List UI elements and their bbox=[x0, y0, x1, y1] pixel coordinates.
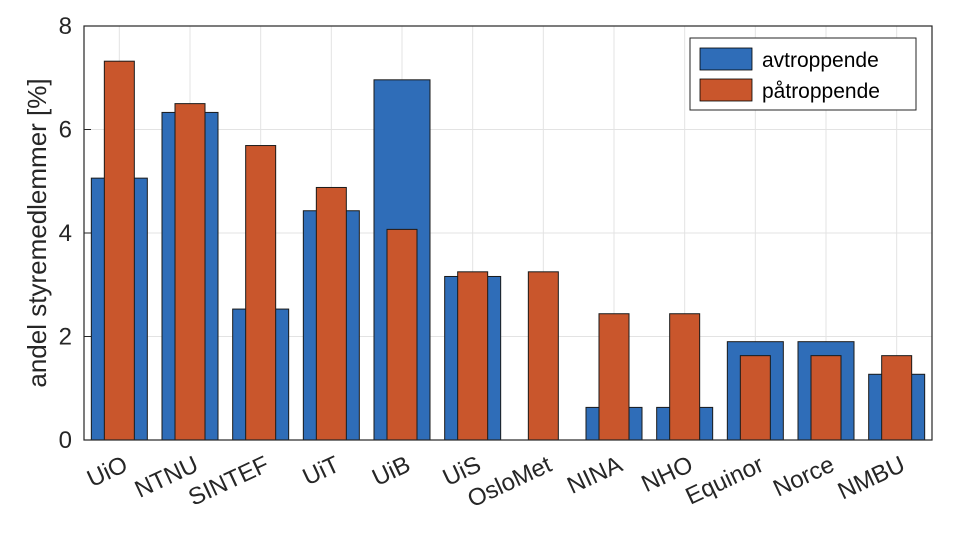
x-tick-label: NINA bbox=[563, 451, 626, 500]
y-tick-label: 2 bbox=[59, 324, 72, 351]
plot-frame bbox=[83, 25, 933, 441]
bar-patroppende-UiB bbox=[386, 228, 418, 441]
x-tick-label: UiT bbox=[299, 451, 345, 491]
bar-patroppende-UiO bbox=[103, 60, 135, 441]
bar-patroppende-NTNU bbox=[174, 103, 206, 441]
bar-patroppende-Equinor bbox=[739, 355, 771, 441]
bar-patroppende-SINTEF bbox=[245, 145, 277, 441]
legend-swatch-patroppende bbox=[699, 78, 753, 102]
bar-patroppende-NMBU bbox=[881, 355, 913, 441]
y-axis-label: andel styremedlemmer [%] bbox=[22, 78, 52, 387]
bars bbox=[90, 60, 926, 441]
legend-swatch-avtroppende bbox=[699, 47, 753, 71]
bar-patroppende-OsloMet bbox=[527, 271, 559, 441]
x-tick-label: UiO bbox=[83, 451, 132, 493]
y-tick-label: 8 bbox=[59, 13, 72, 40]
bar-patroppende-UiS bbox=[457, 271, 489, 441]
x-tick-label: SINTEF bbox=[184, 451, 273, 512]
bar-patroppende-NHO bbox=[669, 313, 701, 441]
bar-patroppende-Norce bbox=[810, 355, 842, 441]
bar-patroppende-NINA bbox=[598, 313, 630, 441]
legend-label-avtroppende: avtroppende bbox=[762, 49, 879, 72]
bar-patroppende-UiT bbox=[315, 186, 347, 441]
x-tick-label: Equinor bbox=[681, 451, 767, 510]
x-tick-label: UiB bbox=[368, 451, 414, 492]
legend-label-patroppende: påtroppende bbox=[762, 80, 880, 103]
legend: avtroppende påtroppende bbox=[689, 37, 917, 111]
x-tick-label: Norce bbox=[769, 451, 838, 503]
y-tick-labels: 0 2 4 6 8 bbox=[59, 13, 72, 454]
x-tick-label: NMBU bbox=[834, 451, 909, 505]
y-tick-label: 0 bbox=[59, 427, 72, 454]
y-tick-label: 4 bbox=[59, 220, 72, 247]
y-tick-label: 6 bbox=[59, 117, 72, 144]
